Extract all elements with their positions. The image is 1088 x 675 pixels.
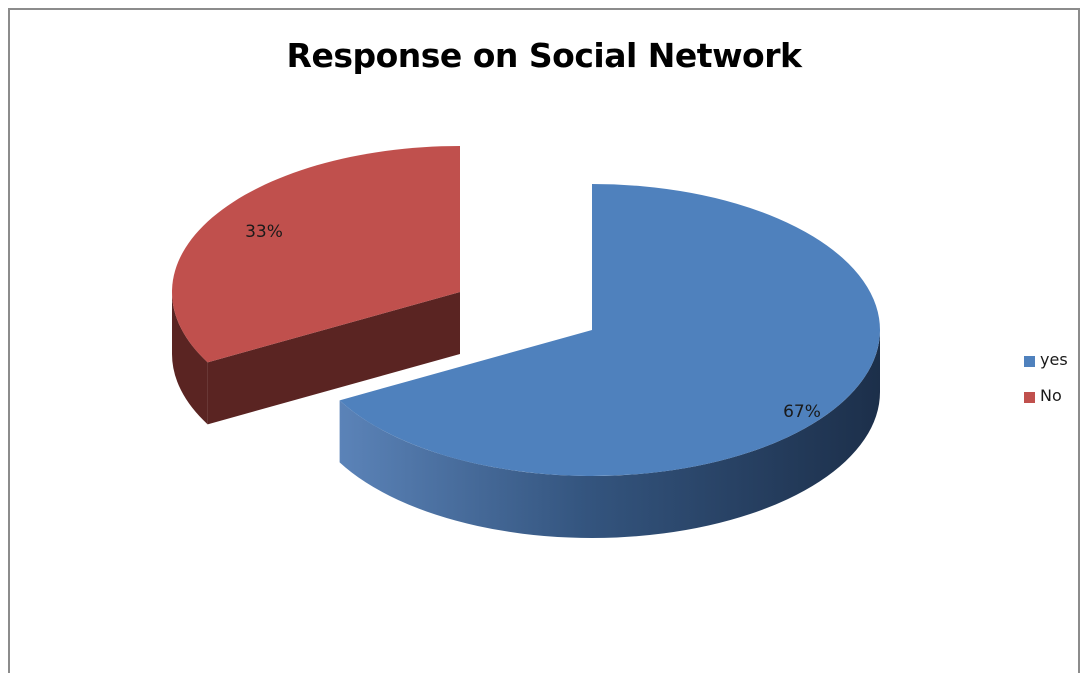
slice-yes [339,183,881,477]
legend-swatch-yes [1024,356,1035,367]
slice-no [172,146,460,363]
slice-side-yes [339,330,881,538]
data-label-no: 33% [245,222,283,242]
chart-title: Response on Social Network [286,36,802,75]
legend-label-no: No [1040,386,1062,405]
legend-label-yes: yes [1040,350,1068,369]
slice-wall-no [207,292,460,425]
data-label-yes: 67% [783,402,821,422]
legend-swatch-no [1024,392,1035,403]
slice-side-no [172,292,208,425]
